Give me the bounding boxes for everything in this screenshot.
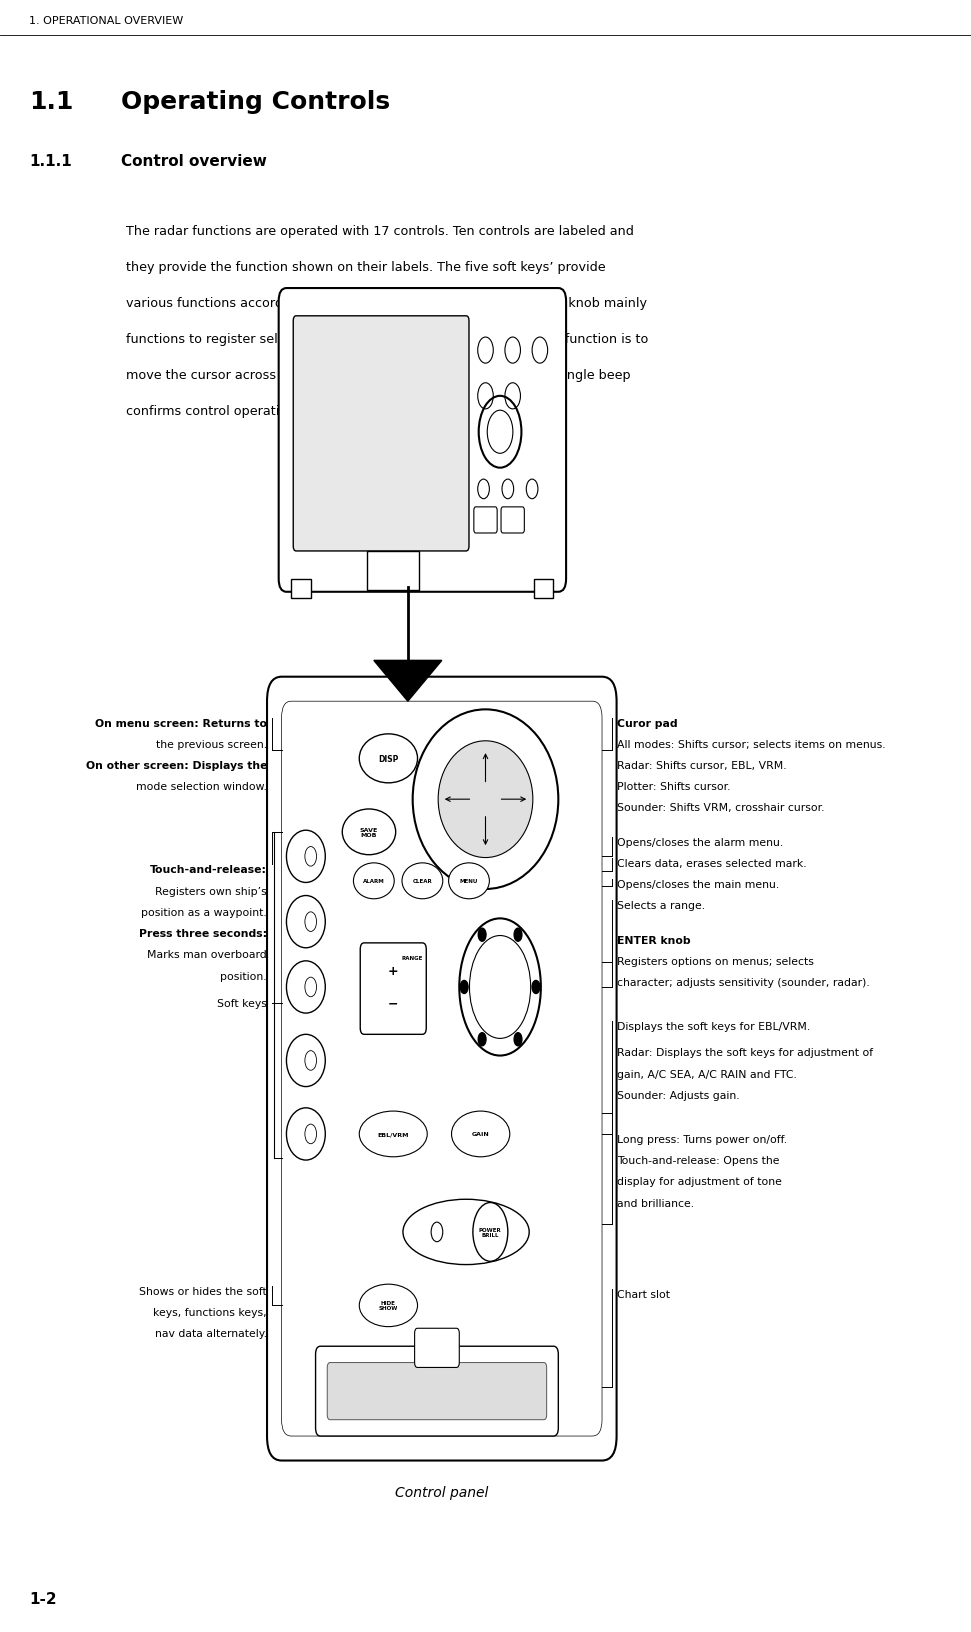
Text: 1-2: 1-2 bbox=[29, 1591, 56, 1606]
Text: Clears data, erases selected mark.: Clears data, erases selected mark. bbox=[617, 858, 806, 868]
Ellipse shape bbox=[343, 809, 396, 855]
Ellipse shape bbox=[359, 1284, 418, 1327]
Ellipse shape bbox=[286, 1108, 325, 1160]
Text: Control panel: Control panel bbox=[395, 1485, 488, 1500]
Text: Curor pad: Curor pad bbox=[617, 718, 677, 728]
Text: SAVE
MOB: SAVE MOB bbox=[360, 827, 378, 837]
Text: RANGE: RANGE bbox=[402, 955, 423, 961]
Ellipse shape bbox=[452, 1111, 510, 1157]
FancyBboxPatch shape bbox=[279, 289, 566, 592]
Ellipse shape bbox=[286, 961, 325, 1013]
Ellipse shape bbox=[353, 863, 394, 899]
Text: HIDE
SHOW: HIDE SHOW bbox=[379, 1301, 398, 1310]
Text: Selects a range.: Selects a range. bbox=[617, 901, 705, 911]
FancyBboxPatch shape bbox=[367, 552, 419, 591]
FancyBboxPatch shape bbox=[327, 1363, 547, 1420]
Text: POWER
BRILL: POWER BRILL bbox=[479, 1227, 502, 1237]
FancyBboxPatch shape bbox=[267, 677, 617, 1461]
FancyBboxPatch shape bbox=[534, 579, 553, 599]
Text: and brilliance.: and brilliance. bbox=[617, 1198, 693, 1208]
Ellipse shape bbox=[438, 741, 533, 858]
Text: 1.1: 1.1 bbox=[29, 90, 74, 114]
Text: position as a waypoint.: position as a waypoint. bbox=[141, 907, 267, 917]
Text: Registers own ship’s: Registers own ship’s bbox=[155, 886, 267, 896]
Text: Shows or hides the soft: Shows or hides the soft bbox=[139, 1286, 267, 1296]
Text: Sounder: Shifts VRM, crosshair cursor.: Sounder: Shifts VRM, crosshair cursor. bbox=[617, 803, 824, 813]
Text: Long press: Turns power on/off.: Long press: Turns power on/off. bbox=[617, 1134, 787, 1144]
Text: Touch-and-release:: Touch-and-release: bbox=[151, 865, 267, 875]
Circle shape bbox=[514, 929, 521, 942]
Ellipse shape bbox=[413, 710, 558, 889]
Circle shape bbox=[479, 1033, 486, 1046]
Text: Control overview: Control overview bbox=[121, 153, 267, 168]
Text: The radar functions are operated with 17 controls. Ten controls are labeled and: The radar functions are operated with 17… bbox=[126, 225, 634, 238]
Circle shape bbox=[460, 981, 468, 994]
FancyBboxPatch shape bbox=[316, 1346, 558, 1436]
Polygon shape bbox=[374, 661, 442, 702]
Text: Plotter: Shifts cursor.: Plotter: Shifts cursor. bbox=[617, 782, 730, 792]
Text: various functions according to current operating mode. The [ENTER] knob mainly: various functions according to current o… bbox=[126, 297, 648, 310]
FancyBboxPatch shape bbox=[291, 579, 311, 599]
Ellipse shape bbox=[286, 1035, 325, 1087]
Text: Radar: Shifts cursor, EBL, VRM.: Radar: Shifts cursor, EBL, VRM. bbox=[617, 761, 787, 770]
FancyBboxPatch shape bbox=[360, 943, 426, 1035]
Text: 1. OPERATIONAL OVERVIEW: 1. OPERATIONAL OVERVIEW bbox=[29, 16, 184, 26]
Text: GAIN: GAIN bbox=[472, 1131, 489, 1138]
Text: Soft keys: Soft keys bbox=[218, 999, 267, 1009]
Text: gain, A/C SEA, A/C RAIN and FTC.: gain, A/C SEA, A/C RAIN and FTC. bbox=[617, 1069, 796, 1079]
Text: display for adjustment of tone: display for adjustment of tone bbox=[617, 1177, 782, 1186]
Ellipse shape bbox=[403, 1200, 529, 1265]
Circle shape bbox=[479, 929, 486, 942]
Text: the previous screen.: the previous screen. bbox=[156, 739, 267, 749]
Text: Operating Controls: Operating Controls bbox=[121, 90, 390, 114]
Ellipse shape bbox=[286, 831, 325, 883]
Text: −: − bbox=[388, 997, 398, 1010]
Ellipse shape bbox=[359, 734, 418, 783]
Ellipse shape bbox=[359, 1111, 427, 1157]
Text: nav data alternately.: nav data alternately. bbox=[155, 1328, 267, 1338]
Text: MENU: MENU bbox=[460, 878, 478, 885]
Text: Displays the soft keys for EBL/VRM.: Displays the soft keys for EBL/VRM. bbox=[617, 1022, 810, 1031]
Text: position.: position. bbox=[220, 971, 267, 981]
Text: All modes: Shifts cursor; selects items on menus.: All modes: Shifts cursor; selects items … bbox=[617, 739, 886, 749]
Text: character; adjusts sensitivity (sounder, radar).: character; adjusts sensitivity (sounder,… bbox=[617, 978, 869, 987]
Ellipse shape bbox=[449, 863, 489, 899]
Text: Registers options on menus; selects: Registers options on menus; selects bbox=[617, 956, 814, 966]
Text: DISP: DISP bbox=[379, 754, 398, 764]
Text: On menu screen: Returns to: On menu screen: Returns to bbox=[95, 718, 267, 728]
Text: Opens/closes the alarm menu.: Opens/closes the alarm menu. bbox=[617, 837, 783, 847]
Text: 1.1.1: 1.1.1 bbox=[29, 153, 72, 168]
Text: confirms control operation. Invalid operation emits three beeps.: confirms control operation. Invalid oper… bbox=[126, 405, 536, 418]
Text: ALARM: ALARM bbox=[363, 878, 385, 885]
Text: they provide the function shown on their labels. The five soft keys’ provide: they provide the function shown on their… bbox=[126, 261, 606, 274]
Text: CLEAR: CLEAR bbox=[413, 878, 432, 885]
Text: Press three seconds:: Press three seconds: bbox=[139, 929, 267, 938]
Text: Opens/closes the main menu.: Opens/closes the main menu. bbox=[617, 880, 779, 889]
Text: ENTER knob: ENTER knob bbox=[617, 935, 690, 945]
FancyBboxPatch shape bbox=[415, 1328, 459, 1368]
Circle shape bbox=[514, 1033, 521, 1046]
FancyBboxPatch shape bbox=[501, 508, 524, 534]
Text: move the cursor across the screen. Whenever you operate a key a single beep: move the cursor across the screen. Whene… bbox=[126, 369, 631, 382]
Ellipse shape bbox=[402, 863, 443, 899]
Text: Sounder: Adjusts gain.: Sounder: Adjusts gain. bbox=[617, 1090, 739, 1100]
Text: On other screen: Displays the: On other screen: Displays the bbox=[85, 761, 267, 770]
Text: Chart slot: Chart slot bbox=[617, 1289, 670, 1299]
Text: EBL/VRM: EBL/VRM bbox=[378, 1131, 409, 1138]
Circle shape bbox=[532, 981, 540, 994]
Text: Radar: Displays the soft keys for adjustment of: Radar: Displays the soft keys for adjust… bbox=[617, 1048, 873, 1058]
Text: keys, functions keys,: keys, functions keys, bbox=[153, 1307, 267, 1317]
Text: functions to register selections on the menu. The cursor pad’s main function is : functions to register selections on the … bbox=[126, 333, 649, 346]
Text: +: + bbox=[388, 965, 398, 978]
Ellipse shape bbox=[286, 896, 325, 948]
FancyBboxPatch shape bbox=[474, 508, 497, 534]
Text: mode selection window.: mode selection window. bbox=[136, 782, 267, 792]
FancyBboxPatch shape bbox=[293, 317, 469, 552]
Text: Touch-and-release: Opens the: Touch-and-release: Opens the bbox=[617, 1155, 779, 1165]
Text: Marks man overboard: Marks man overboard bbox=[148, 950, 267, 960]
